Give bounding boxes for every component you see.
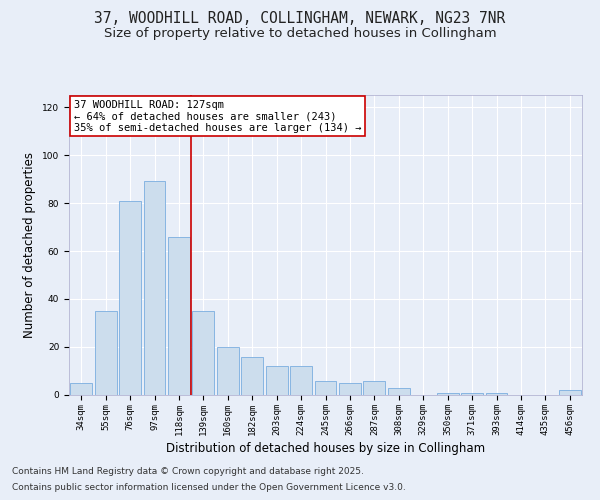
Text: Contains public sector information licensed under the Open Government Licence v3: Contains public sector information licen… [12, 484, 406, 492]
Bar [559, 390, 581, 395]
Text: 37 WOODHILL ROAD: 127sqm
← 64% of detached houses are smaller (243)
35% of semi-: 37 WOODHILL ROAD: 127sqm ← 64% of detach… [74, 100, 362, 132]
Bar [364, 380, 385, 395]
Text: Contains HM Land Registry data © Crown copyright and database right 2025.: Contains HM Land Registry data © Crown c… [12, 467, 364, 476]
Bar [217, 347, 239, 395]
Bar [437, 392, 458, 395]
Bar [70, 383, 92, 395]
Bar [143, 182, 166, 395]
Bar [95, 311, 116, 395]
Bar [461, 392, 483, 395]
X-axis label: Distribution of detached houses by size in Collingham: Distribution of detached houses by size … [166, 442, 485, 455]
Y-axis label: Number of detached properties: Number of detached properties [23, 152, 37, 338]
Bar [168, 236, 190, 395]
Bar [193, 311, 214, 395]
Bar [290, 366, 312, 395]
Text: Size of property relative to detached houses in Collingham: Size of property relative to detached ho… [104, 28, 496, 40]
Bar [485, 392, 508, 395]
Text: 37, WOODHILL ROAD, COLLINGHAM, NEWARK, NG23 7NR: 37, WOODHILL ROAD, COLLINGHAM, NEWARK, N… [94, 11, 506, 26]
Bar [119, 200, 141, 395]
Bar [388, 388, 410, 395]
Bar [339, 383, 361, 395]
Bar [314, 380, 337, 395]
Bar [241, 356, 263, 395]
Bar [266, 366, 287, 395]
